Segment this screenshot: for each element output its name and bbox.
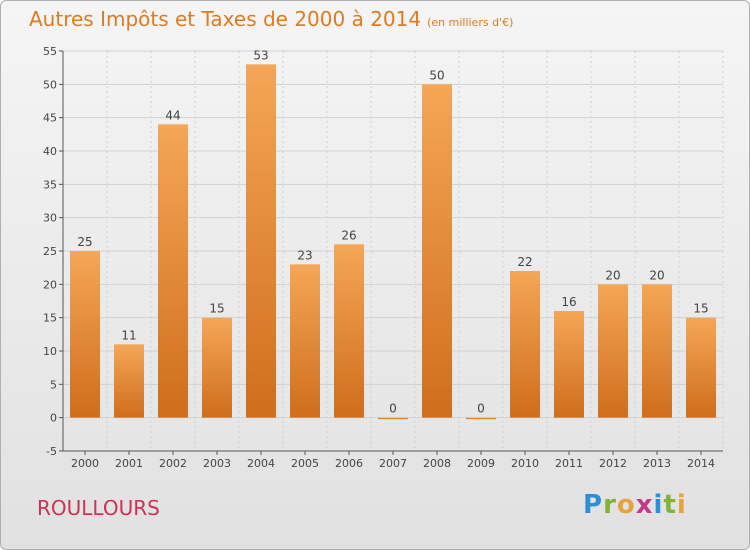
- bar: [202, 317, 232, 418]
- chart-title: Autres Impôts et Taxes de 2000 à 2014 (en…: [29, 7, 513, 31]
- y-tick-label: -5: [46, 445, 57, 458]
- bar: [114, 344, 144, 418]
- bar-value-label: 23: [297, 248, 312, 262]
- y-tick-label: 10: [43, 345, 57, 358]
- bar: [466, 417, 496, 420]
- bar: [290, 264, 320, 418]
- bar: [334, 244, 364, 418]
- proxiti-logo[interactable]: Proxiti: [583, 490, 687, 520]
- logo-letter: i: [676, 490, 687, 520]
- x-tick-label: 2011: [555, 457, 583, 470]
- x-tick-label: 2006: [335, 457, 363, 470]
- bar-value-label: 11: [121, 328, 136, 342]
- bar-value-label: 53: [253, 48, 268, 62]
- x-tick-label: 2000: [71, 457, 99, 470]
- bar-value-label: 22: [517, 255, 532, 269]
- y-tick-label: 30: [43, 212, 57, 225]
- commune-name: ROULLOURS: [37, 496, 160, 520]
- bar: [246, 64, 276, 418]
- bar: [598, 284, 628, 418]
- chart-title-text: Autres Impôts et Taxes de 2000 à 2014: [29, 7, 422, 31]
- bar: [70, 251, 100, 418]
- bar-value-label: 0: [389, 402, 397, 416]
- x-tick-label: 2013: [643, 457, 671, 470]
- bar-value-label: 15: [209, 302, 224, 316]
- bar: [158, 124, 188, 418]
- x-tick-label: 2004: [247, 457, 275, 470]
- x-tick-label: 2007: [379, 457, 407, 470]
- logo-letter: P: [583, 490, 604, 520]
- y-tick-label: 5: [50, 378, 57, 391]
- y-tick-label: 55: [43, 45, 57, 58]
- y-tick-label: 20: [43, 278, 57, 291]
- bar-value-label: 25: [77, 235, 92, 249]
- x-tick-label: 2009: [467, 457, 495, 470]
- bar: [378, 417, 408, 420]
- y-tick-label: 25: [43, 245, 57, 258]
- bar: [686, 317, 716, 418]
- logo-letter: x: [635, 490, 654, 520]
- bar: [554, 311, 584, 418]
- logo-letter: r: [603, 490, 617, 520]
- chart-title-unit: (en milliers d'€): [427, 16, 514, 29]
- y-tick-label: 35: [43, 178, 57, 191]
- x-tick-label: 2001: [115, 457, 143, 470]
- logo-letter: t: [663, 490, 677, 520]
- bar-value-label: 20: [649, 268, 664, 282]
- y-tick-label: 0: [50, 412, 57, 425]
- bar: [422, 84, 452, 418]
- y-tick-label: 50: [43, 78, 57, 91]
- x-tick-label: 2008: [423, 457, 451, 470]
- logo-letter: o: [616, 490, 636, 520]
- bar-value-label: 15: [693, 302, 708, 316]
- bar-value-label: 20: [605, 268, 620, 282]
- x-tick-label: 2002: [159, 457, 187, 470]
- y-tick-label: 15: [43, 312, 57, 325]
- x-tick-label: 2005: [291, 457, 319, 470]
- bar-value-label: 44: [165, 108, 180, 122]
- y-tick-label: 45: [43, 112, 57, 125]
- x-tick-label: 2003: [203, 457, 231, 470]
- logo-letter: i: [653, 490, 664, 520]
- bar-value-label: 0: [477, 402, 485, 416]
- bar: [642, 284, 672, 418]
- bar-value-label: 26: [341, 228, 356, 242]
- x-tick-label: 2014: [687, 457, 715, 470]
- bar-value-label: 50: [429, 68, 444, 82]
- y-tick-label: 40: [43, 145, 57, 158]
- bar: [510, 271, 540, 418]
- x-tick-label: 2012: [599, 457, 627, 470]
- x-tick-label: 2010: [511, 457, 539, 470]
- bar-value-label: 16: [561, 295, 576, 309]
